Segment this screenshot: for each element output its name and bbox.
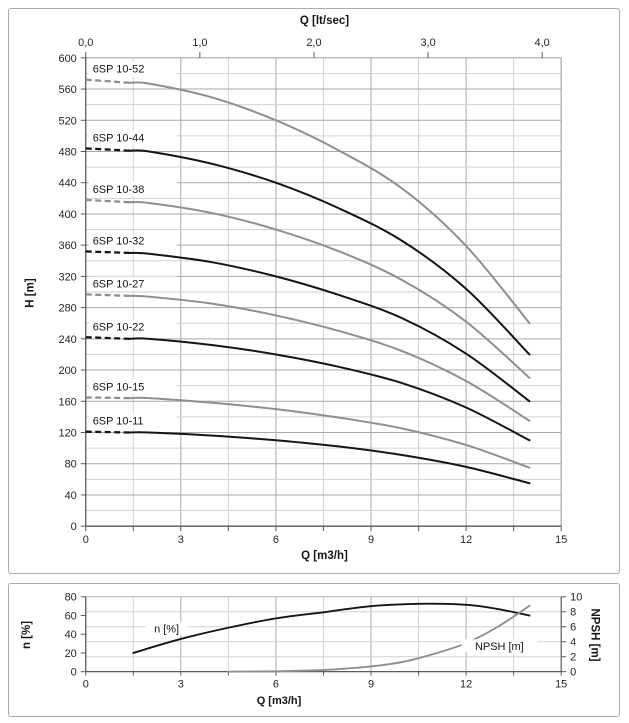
y-tick-label: 520 xyxy=(58,115,76,127)
right-tick-label: 8 xyxy=(570,607,576,619)
head-chart-panel: Q [lt/sec] H [m] Q [m3/h] 0 40 80 120 160 200… xyxy=(8,8,620,574)
x-tick-label: 15 xyxy=(555,534,567,546)
pump-curve-dashed xyxy=(85,396,131,400)
efficiency-curve xyxy=(132,602,531,654)
curve-label: 6SP 10-52 xyxy=(93,64,145,76)
pump-curve xyxy=(129,200,531,379)
right-tick-label: 2 xyxy=(570,652,576,664)
x-tick-label: 0 xyxy=(83,534,89,546)
npsh-chart-panel: n [%] NPSH [m] Q [m3/h] 0 20 40 60 80 0 2 4 6 8 10… xyxy=(8,583,620,717)
y-tick-label: 320 xyxy=(58,271,76,283)
top-tick-label: 2,0 xyxy=(306,37,321,49)
x-tick-label: 9 xyxy=(368,534,374,546)
curve-label-box xyxy=(88,233,177,248)
pump-curve-dashed xyxy=(85,293,131,298)
curve-label-box xyxy=(145,621,188,635)
top-tick-label: 1,0 xyxy=(192,37,207,49)
left-tick-label: 60 xyxy=(65,611,77,623)
curve-label: 6SP 10-11 xyxy=(93,416,144,428)
curve-label: 6SP 10-22 xyxy=(93,321,145,333)
left-tick-label: 20 xyxy=(65,648,77,660)
top-tick-label: 4,0 xyxy=(535,37,550,49)
curve-label-box xyxy=(88,130,177,145)
y-tick-label: 120 xyxy=(58,427,76,439)
left-tick-label: 40 xyxy=(65,629,77,641)
curve-label: 6SP 10-38 xyxy=(93,184,145,196)
y-tick-label: 80 xyxy=(65,459,77,471)
y-tick-label: 280 xyxy=(58,303,76,315)
x-tick-label: 9 xyxy=(368,678,374,690)
pump-curve-dashed xyxy=(85,198,131,204)
top-tick-label: 3,0 xyxy=(420,37,435,49)
curve-label-box xyxy=(88,319,177,334)
npsh-x-axis-title: Q [m3/h] xyxy=(256,695,302,707)
pump-curve xyxy=(129,149,531,356)
curve-label-box xyxy=(461,639,538,653)
right-tick-label: 0 xyxy=(570,667,576,679)
x-tick-label: 3 xyxy=(178,534,184,546)
pump-curve-dashed xyxy=(85,336,131,340)
y-tick-label: 480 xyxy=(58,146,76,158)
pump-curve xyxy=(129,251,531,403)
curve-label: n [%] xyxy=(154,624,179,636)
x-tick-label: 3 xyxy=(178,678,184,690)
pump-curve xyxy=(129,431,531,485)
y-tick-label: 440 xyxy=(58,178,76,190)
y-tick-label: 40 xyxy=(65,490,77,502)
pump-curve-dashed xyxy=(85,78,131,84)
pump-curve xyxy=(129,396,531,469)
npsh-curve xyxy=(227,604,531,673)
left-tick-label: 0 xyxy=(71,667,77,679)
curve-label: 6SP 10-44 xyxy=(93,132,145,144)
y-tick-label: 160 xyxy=(58,396,76,408)
x-tick-label: 6 xyxy=(273,678,279,690)
x-axis-title: Q [m3/h] xyxy=(301,550,348,562)
head-chart-svg: 0408012016020024028032036040044048052056… xyxy=(58,37,567,546)
top-tick-label: 0,0 xyxy=(78,37,93,49)
right-tick-label: 6 xyxy=(570,622,576,634)
y-tick-label: 560 xyxy=(58,84,76,96)
y-tick-label: 200 xyxy=(58,365,76,377)
curve-label: 6SP 10-15 xyxy=(93,381,145,393)
pump-curve-dashed xyxy=(85,430,131,434)
y-tick-label: 0 xyxy=(71,521,77,533)
pump-curve-dashed xyxy=(85,250,131,255)
top-axis-title: Q [lt/sec] xyxy=(299,15,350,27)
curve-label-box xyxy=(88,181,177,196)
npsh-chart-svg: 0 20 40 60 80 0 2 4 6 8 10 0 3 6 9 12 15 n [%] NPSH [m] xyxy=(65,592,583,691)
pump-curve xyxy=(129,81,531,325)
x-tick-label: 12 xyxy=(460,534,472,546)
y-tick-label: 240 xyxy=(58,334,76,346)
x-tick-label: 12 xyxy=(460,678,472,690)
y-tick-label: 400 xyxy=(58,209,76,221)
curve-label: NPSH [m] xyxy=(475,641,524,653)
pump-curve-dashed xyxy=(85,147,131,152)
curve-label-box xyxy=(88,379,177,394)
left-tick-label: 80 xyxy=(65,592,77,604)
curve-label: 6SP 10-27 xyxy=(93,278,145,290)
x-tick-label: 0 xyxy=(83,678,89,690)
y-tick-label: 360 xyxy=(58,240,76,252)
pump-curve xyxy=(129,294,531,422)
curve-label: 6SP 10-32 xyxy=(93,235,145,247)
curve-label-box xyxy=(88,276,177,291)
curve-label-box xyxy=(88,413,177,428)
x-tick-label: 15 xyxy=(555,678,567,690)
right-tick-label: 4 xyxy=(570,637,576,649)
right-tick-label: 10 xyxy=(570,592,582,604)
pump-curve xyxy=(129,337,531,442)
curve-label-box xyxy=(88,61,177,76)
y-tick-label: 600 xyxy=(58,53,76,65)
x-tick-label: 6 xyxy=(273,534,279,546)
